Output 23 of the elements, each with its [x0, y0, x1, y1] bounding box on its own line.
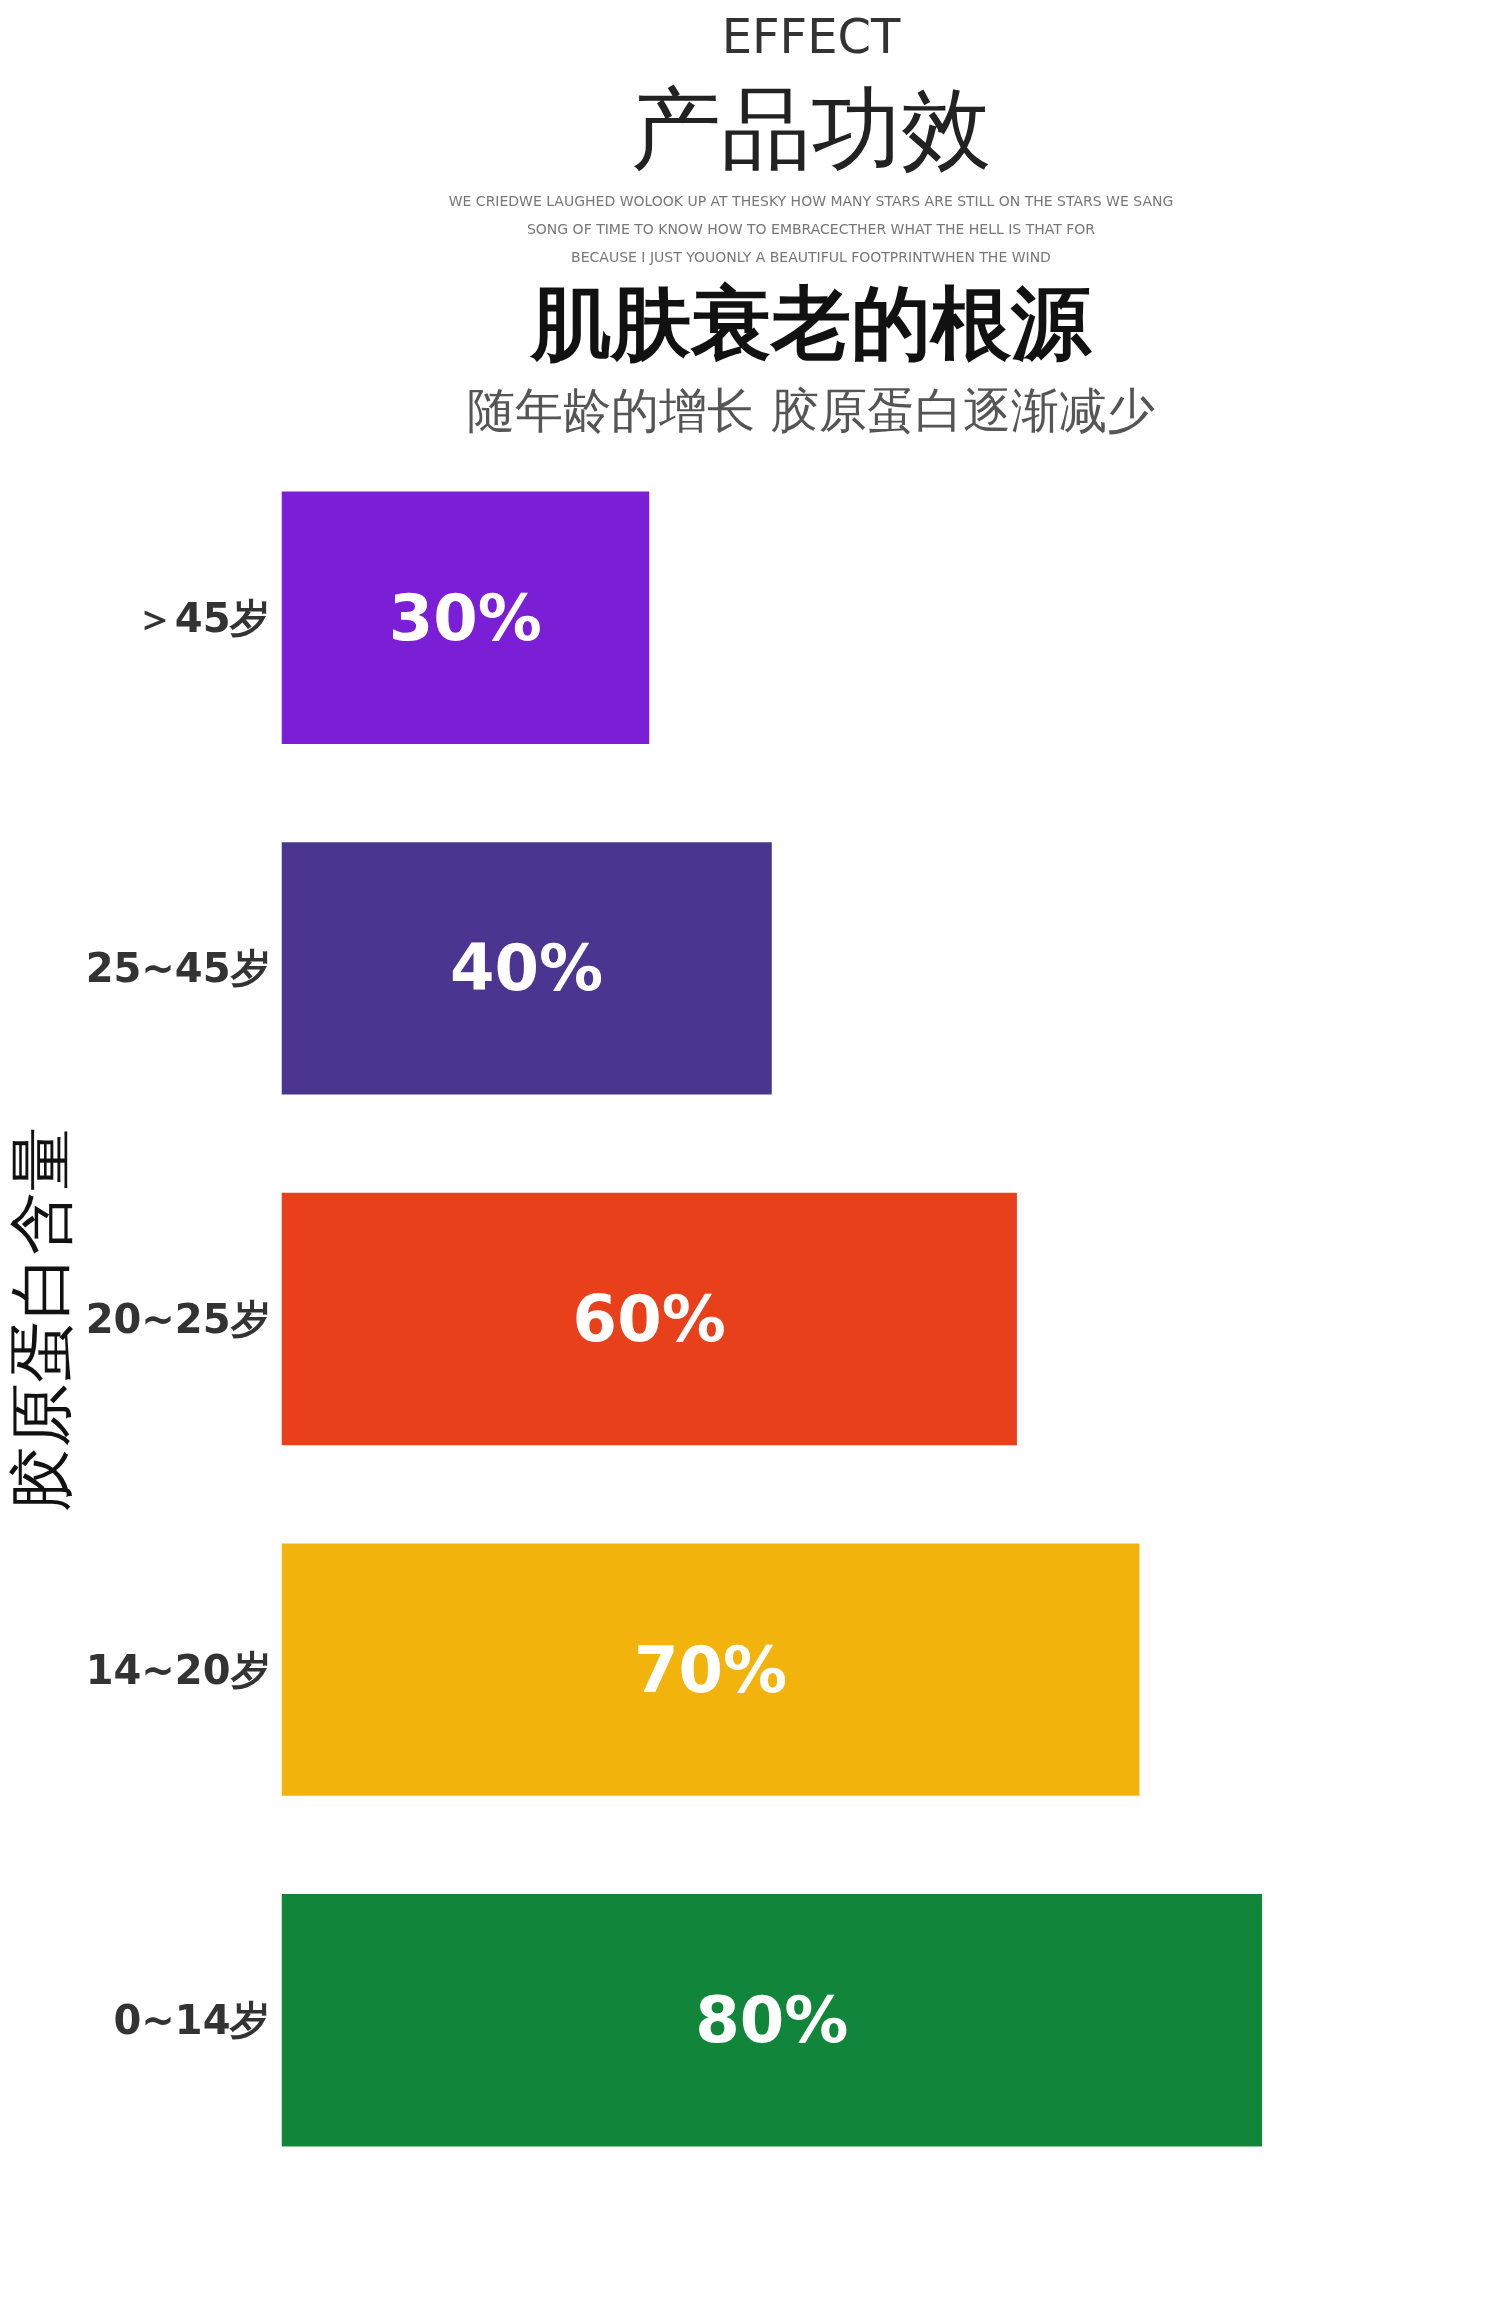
- text: BECAUSE I JUST YOUONLY A BEAUTIFUL FOOTPRINTWHEN THE WIND: [571, 248, 1051, 265]
- y-tick-label: ＞45岁: [134, 594, 271, 641]
- data-label: 30%: [388, 580, 542, 655]
- y-tick-label: 25~45岁: [85, 945, 271, 992]
- bar: [281, 1893, 1263, 2147]
- bar: [281, 1543, 1140, 1796]
- y-axis-title: 胶原蛋白含量: [3, 1127, 78, 1511]
- y-tick-label: 20~25岁: [85, 1296, 271, 1342]
- y-tick-label: 0~14岁: [113, 1997, 271, 2044]
- text: EFFECT: [721, 7, 902, 64]
- text: 肌肤衰老的根源: [529, 276, 1092, 370]
- text: WE CRIEDWE LAUGHED WOLOOK UP AT THESKY HOW MANY STARS ARE STILL ON THE STARS WE SANG: [448, 192, 1174, 209]
- bar: [281, 491, 650, 745]
- data-label: 40%: [450, 931, 604, 1006]
- bar: [281, 1192, 1017, 1446]
- data-label: 80%: [695, 1983, 849, 2058]
- y-tick-label: 14~20岁: [85, 1646, 271, 1693]
- chart-subtitle: 随年龄的增长 胶原蛋白逐渐减少: [467, 381, 1155, 438]
- bar: [281, 842, 772, 1095]
- chart-title: 产品功效: [631, 75, 991, 181]
- data-label: 70%: [633, 1632, 788, 1707]
- data-label: 60%: [572, 1282, 726, 1356]
- text: SONG OF TIME TO KNOW HOW TO EMBRACECTHER WHAT THE HELL IS THAT FOR: [526, 220, 1096, 237]
